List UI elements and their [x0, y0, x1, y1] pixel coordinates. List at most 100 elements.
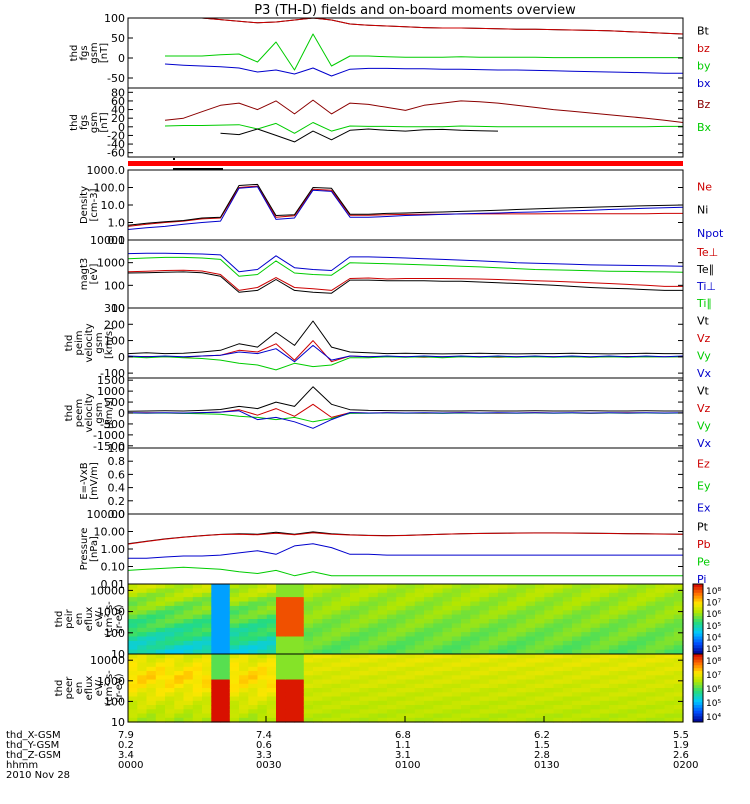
panel-6-legend-3: Vx: [697, 437, 712, 450]
spectrogram-cell: [146, 614, 157, 620]
spectrogram-cell: [590, 619, 601, 624]
spectrogram-cell: [155, 683, 166, 689]
spectrogram-cell: [618, 584, 629, 589]
spectrogram-cell: [618, 605, 629, 611]
panel-10-ylabel-line: sr-eV): [114, 673, 125, 702]
spectrogram-cell: [451, 658, 462, 664]
panel-1-series-1: [164, 122, 683, 134]
spectrogram-cell: [211, 688, 222, 693]
spectrogram-cell: [646, 619, 656, 624]
spectrogram-cell: [646, 683, 656, 689]
spectrogram-cell: [220, 632, 231, 638]
spectrogram-cell: [183, 588, 194, 594]
spectrogram-cell: [618, 623, 629, 629]
spectrogram-cell: [340, 713, 351, 719]
spectrogram-cell: [553, 713, 564, 719]
spectrogram-cell: [137, 619, 148, 624]
spectrogram-cell: [387, 645, 397, 651]
spectrogram-cell: [618, 654, 629, 659]
spectrogram-cell: [322, 623, 333, 629]
spectrogram-cell: [155, 592, 166, 598]
spectrogram-cell: [442, 597, 453, 603]
spectrogram-cell: [137, 662, 148, 668]
spectrogram-cell: [572, 619, 582, 624]
spectrogram-cell: [516, 619, 527, 624]
spectrogram-cell: [146, 649, 157, 655]
spectrogram-cell: [137, 717, 148, 723]
spectrogram-cell: [202, 666, 212, 672]
spectrogram-cell: [183, 601, 194, 607]
spectrogram-cell: [340, 592, 351, 598]
spectrogram-cell: [266, 658, 277, 664]
spectrogram-cell: [303, 627, 314, 633]
spectrogram-cell: [655, 601, 666, 607]
spectrogram-cell: [609, 666, 619, 672]
spectrogram-cell: [239, 675, 249, 681]
spectrogram-cell: [664, 696, 675, 702]
spectrogram-cell: [535, 584, 545, 589]
spectrogram-cell: [461, 614, 471, 620]
spectrogram-cell: [673, 662, 684, 668]
spectrogram-cell: [433, 601, 444, 607]
spectrogram-cell: [488, 671, 499, 676]
spectrogram-cell: [165, 588, 175, 594]
spectrogram-cell: [368, 705, 379, 710]
spectrogram-cell: [414, 692, 425, 698]
spectrogram-cell: [424, 696, 434, 702]
spectrogram-cell: [562, 592, 573, 598]
spectrogram-cell: [516, 666, 527, 672]
spectrogram-cell: [461, 683, 471, 689]
spectrogram-cell: [572, 675, 582, 681]
spectrogram-cell: [229, 632, 240, 638]
panel-4-series-2: [127, 252, 684, 273]
spectrogram-cell: [211, 584, 222, 589]
panel-10-colorbar-frame: [692, 653, 704, 723]
spectrogram-cell: [544, 597, 555, 603]
spectrogram-cell: [470, 584, 481, 589]
spectrogram-cell: [368, 645, 379, 651]
spectrogram-cell: [359, 640, 370, 646]
spectrogram-cell: [562, 597, 573, 603]
spectrogram-cell: [562, 654, 573, 659]
spectrogram-cell: [498, 713, 508, 719]
panel-10-colorbar-step: [693, 673, 703, 678]
spectrogram-cell: [646, 605, 656, 611]
panel-0-ylabel-line: [nT]: [99, 43, 110, 63]
spectrogram-cell: [646, 679, 656, 685]
spectrogram-cell: [128, 636, 138, 642]
spectrogram-cell: [359, 679, 370, 685]
panel-3-ytick-label: 10.0: [101, 199, 126, 212]
spectrogram-cell: [303, 713, 314, 719]
spectrogram-cell: [479, 675, 490, 681]
spectrogram-cell: [424, 584, 434, 589]
spectrogram-cell: [461, 705, 471, 710]
spectrogram-cell: [618, 588, 629, 594]
spectrogram-cell: [424, 588, 434, 594]
spectrogram-cell: [294, 654, 305, 659]
spectrogram-cell: [303, 597, 314, 603]
spectrogram-cell: [239, 584, 249, 589]
spectrogram-cell: [664, 717, 675, 723]
spectrogram-cell: [544, 605, 555, 611]
spectrogram-cell: [590, 658, 601, 664]
spectrogram-cell: [350, 713, 360, 719]
spectrogram-cell: [294, 662, 305, 668]
spectrogram-cell: [285, 671, 296, 676]
panel-1-legend-1: Bx: [697, 121, 712, 134]
spectrogram-cell: [165, 675, 175, 681]
spectrogram-cell: [599, 696, 610, 702]
spectrogram-cell: [470, 705, 481, 710]
spectrogram-cell: [535, 658, 545, 664]
spectrogram-cell: [627, 627, 638, 633]
spectrogram-cell: [599, 679, 610, 685]
ephem-value: 0030: [256, 760, 281, 771]
spectrogram-cell: [581, 671, 592, 676]
spectrogram-cell: [220, 597, 231, 603]
spectrogram-cell: [470, 662, 481, 668]
spectrogram-cell: [646, 692, 656, 698]
spectrogram-cell: [285, 692, 296, 698]
spectrogram-cell: [368, 649, 379, 655]
spectrogram-cell: [572, 713, 582, 719]
spectrogram-cell: [488, 597, 499, 603]
spectrogram-cell: [507, 692, 518, 698]
